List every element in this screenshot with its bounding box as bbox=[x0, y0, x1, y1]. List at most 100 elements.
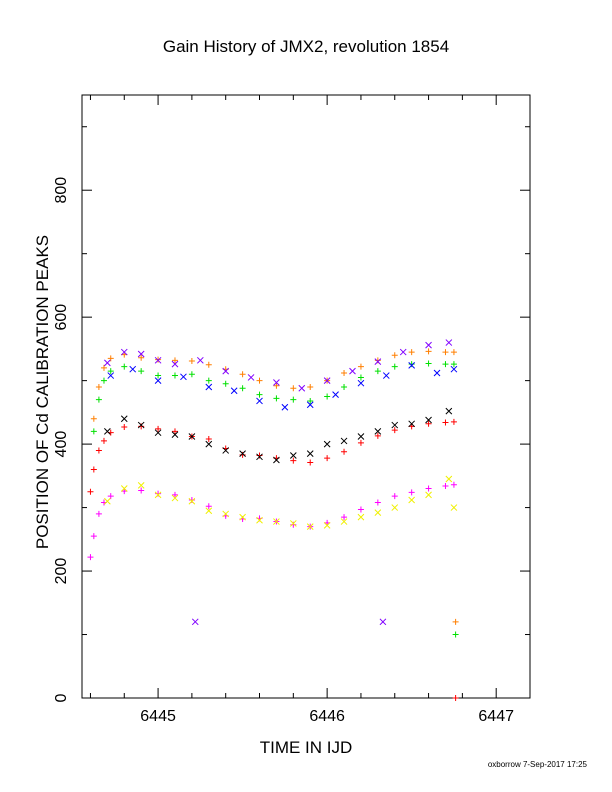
data-point bbox=[442, 361, 449, 368]
chart-title: Gain History of JMX2, revolution 1854 bbox=[163, 37, 449, 56]
data-point bbox=[289, 520, 297, 527]
data-point bbox=[90, 533, 97, 540]
data-point bbox=[138, 423, 145, 430]
data-point bbox=[374, 357, 381, 364]
data-series bbox=[107, 362, 458, 411]
data-point bbox=[171, 372, 178, 379]
data-point bbox=[324, 393, 331, 400]
data-point bbox=[273, 379, 280, 386]
data-point bbox=[408, 420, 416, 428]
data-point bbox=[256, 391, 263, 398]
data-point bbox=[90, 466, 97, 473]
data-point bbox=[205, 383, 213, 391]
data-point bbox=[155, 425, 162, 432]
data-point bbox=[138, 487, 145, 494]
data-point bbox=[222, 367, 230, 375]
data-point bbox=[340, 437, 348, 445]
data-point bbox=[374, 499, 381, 506]
data-point bbox=[408, 489, 415, 496]
data-point bbox=[340, 518, 348, 525]
data-point bbox=[95, 447, 102, 454]
data-point bbox=[341, 383, 348, 390]
data-point bbox=[239, 385, 246, 392]
data-point bbox=[442, 349, 449, 356]
data-point bbox=[205, 377, 212, 384]
data-point bbox=[239, 513, 246, 521]
data-point bbox=[180, 373, 187, 381]
data-point bbox=[290, 521, 297, 528]
data-point bbox=[408, 496, 416, 504]
data-point bbox=[452, 631, 459, 638]
data-point bbox=[374, 509, 382, 517]
data-point bbox=[137, 350, 145, 358]
data-point bbox=[256, 516, 263, 524]
data-point bbox=[450, 365, 458, 373]
data-point bbox=[450, 481, 457, 488]
data-point bbox=[379, 618, 387, 626]
data-point bbox=[357, 439, 364, 446]
data-point bbox=[450, 361, 457, 368]
data-point bbox=[121, 363, 128, 370]
x-tick-label: 6447 bbox=[478, 708, 514, 725]
data-point bbox=[445, 475, 453, 483]
data-point bbox=[307, 383, 314, 390]
data-point bbox=[382, 372, 390, 379]
data-point bbox=[374, 368, 381, 375]
data-series bbox=[452, 618, 459, 625]
data-point bbox=[188, 433, 196, 440]
x-tick-label: 6445 bbox=[140, 708, 176, 725]
data-point bbox=[357, 374, 364, 381]
data-point bbox=[357, 513, 365, 521]
data-point bbox=[332, 391, 339, 398]
data-point bbox=[425, 485, 432, 492]
data-series bbox=[452, 695, 459, 701]
data-point bbox=[155, 490, 162, 497]
data-point bbox=[357, 379, 365, 387]
data-point bbox=[129, 365, 137, 373]
data-point bbox=[290, 385, 297, 392]
data-point bbox=[87, 488, 94, 495]
data-point bbox=[425, 491, 432, 499]
data-point bbox=[137, 421, 145, 429]
data-series bbox=[191, 618, 387, 626]
y-tick-label: 0 bbox=[53, 693, 70, 702]
data-point bbox=[445, 407, 453, 415]
plot-frame bbox=[81, 94, 531, 699]
data-point bbox=[104, 428, 111, 435]
data-point bbox=[222, 380, 229, 387]
data-point bbox=[391, 363, 398, 370]
data-point bbox=[104, 497, 111, 505]
data-point bbox=[256, 377, 263, 384]
y-tick-label: 800 bbox=[53, 177, 70, 204]
data-point bbox=[281, 403, 289, 411]
data-point bbox=[357, 506, 364, 513]
data-point bbox=[107, 368, 114, 375]
x-axis-label: TIME IN IJD bbox=[260, 738, 353, 757]
data-point bbox=[425, 416, 432, 424]
data-series bbox=[452, 631, 459, 638]
data-point bbox=[188, 497, 196, 505]
data-point bbox=[298, 384, 306, 392]
data-point bbox=[306, 401, 314, 409]
data-point bbox=[239, 450, 246, 457]
data-point bbox=[323, 521, 331, 529]
data-point bbox=[391, 504, 399, 511]
data-point bbox=[374, 358, 382, 365]
data-point bbox=[256, 453, 263, 461]
data-point bbox=[222, 447, 230, 454]
data-point bbox=[100, 437, 107, 444]
data-point bbox=[391, 493, 398, 500]
data-point bbox=[205, 507, 213, 515]
data-point bbox=[307, 397, 314, 404]
y-tick-label: 200 bbox=[53, 558, 70, 585]
data-point bbox=[121, 423, 128, 430]
data-point bbox=[273, 382, 280, 389]
data-point bbox=[95, 510, 102, 517]
x-axis: 6445 6446 6447 bbox=[89, 95, 514, 725]
data-point bbox=[100, 377, 107, 384]
data-point bbox=[155, 372, 162, 379]
footer-stamp: oxborrow 7-Sep-2017 17:25 bbox=[488, 760, 588, 769]
data-point bbox=[289, 452, 297, 459]
data-point bbox=[154, 429, 162, 437]
